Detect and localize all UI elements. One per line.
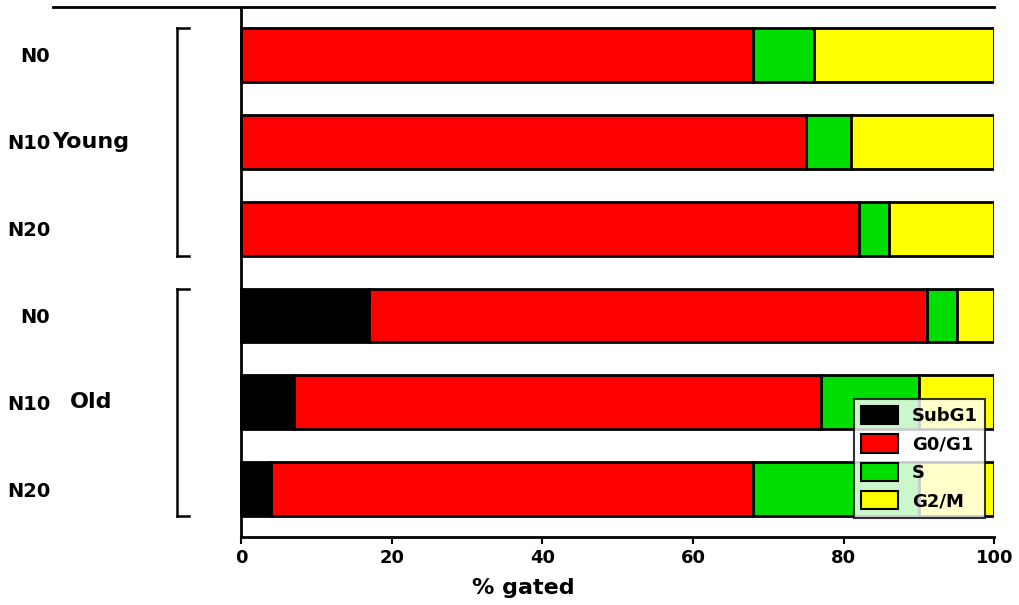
Bar: [820, 376, 918, 430]
X-axis label: % gated: % gated: [472, 578, 575, 598]
Bar: [271, 462, 753, 516]
Bar: [293, 376, 820, 430]
Bar: [805, 115, 851, 169]
Bar: [858, 201, 888, 255]
Bar: [888, 201, 994, 255]
Bar: [918, 462, 994, 516]
Bar: [753, 28, 813, 82]
Bar: [753, 462, 918, 516]
Bar: [956, 289, 994, 342]
Bar: [813, 28, 994, 82]
Bar: [242, 376, 293, 430]
Bar: [925, 289, 956, 342]
Text: Young: Young: [52, 132, 129, 152]
Bar: [369, 289, 925, 342]
Bar: [242, 289, 369, 342]
Bar: [242, 115, 805, 169]
Bar: [851, 115, 994, 169]
Legend: SubG1, G0/G1, S, G2/M: SubG1, G0/G1, S, G2/M: [854, 399, 984, 517]
Text: Old: Old: [69, 393, 112, 413]
Bar: [242, 462, 271, 516]
Bar: [918, 376, 994, 430]
Bar: [242, 201, 858, 255]
Bar: [242, 28, 753, 82]
